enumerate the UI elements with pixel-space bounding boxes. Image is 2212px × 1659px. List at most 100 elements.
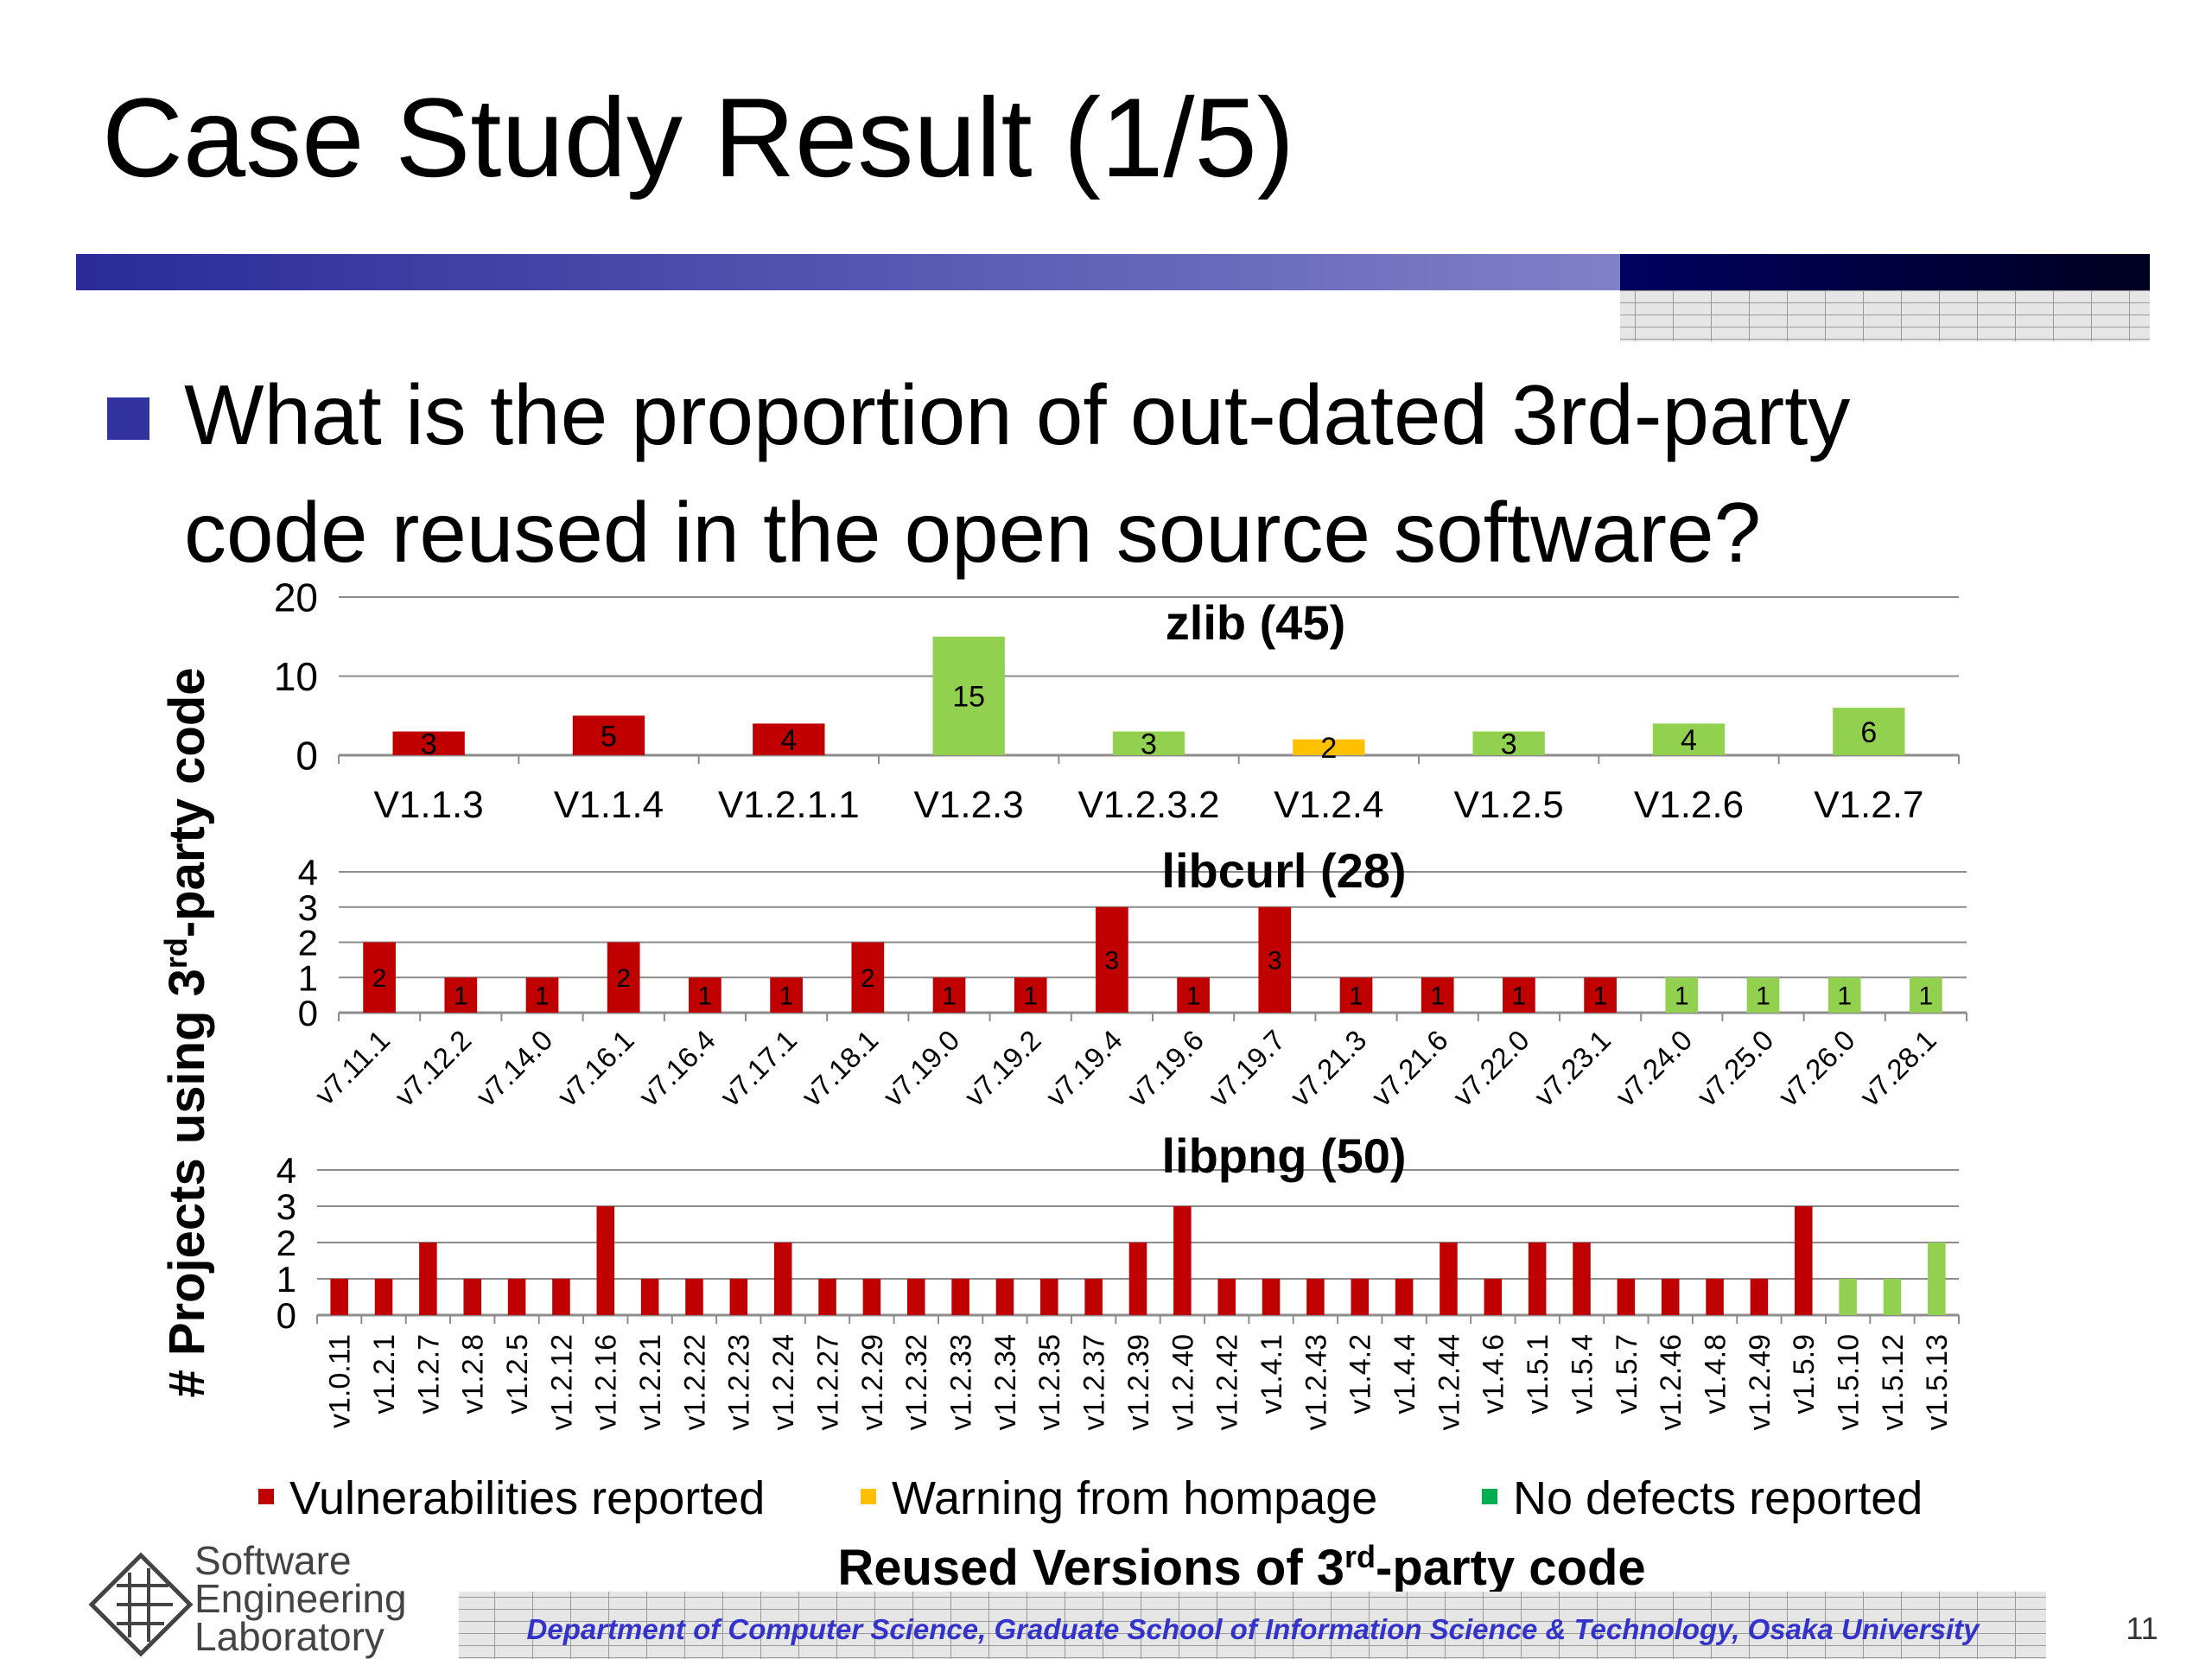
data-label: 1 [1512,982,1527,1010]
bar [1293,739,1365,755]
y-tick-label: 2 [298,923,318,963]
data-label: 6 [1860,716,1877,749]
y-tick-label: 10 [274,654,318,699]
x-tick-label: v1.2.22 [678,1334,711,1431]
x-tick-label: v1.2.5 [501,1334,534,1414]
bar [525,977,559,1013]
x-axis-title-part: Reused Versions of 3 [837,1540,1344,1596]
bullet-text: code reused in the open source software? [184,485,1761,580]
x-tick-label: V1.2.3 [914,784,1024,826]
bar [1128,1243,1147,1315]
data-label: 1 [942,982,957,1010]
bar [507,1279,526,1315]
x-tick-label: V1.2.3.2 [1078,784,1220,826]
x-tick-label: v1.2.29 [856,1334,889,1431]
bar [392,731,465,755]
bar [729,1279,748,1315]
x-tick-label: v7.19.6 [1121,1024,1210,1113]
footer-text: Department of Computer Science, Graduate… [527,1613,1981,1645]
logo-text: Laboratory [194,1614,385,1659]
x-tick-label: v1.5.9 [1788,1334,1821,1414]
x-tick-label: v1.4.4 [1389,1334,1421,1414]
bar [1795,1206,1813,1315]
bar [818,1279,836,1315]
bar [1217,1279,1236,1315]
bar [753,723,825,755]
x-tick-label: V1.2.5 [1454,784,1564,826]
bar [1573,1243,1591,1315]
y-tick-label: 3 [298,887,318,928]
x-tick-label: V1.2.7 [1814,784,1923,826]
legend-swatch [258,1489,274,1504]
bar [463,1279,481,1315]
bar [1617,1279,1636,1315]
chart-title: libpng (50) [1161,1128,1406,1183]
x-tick-label: v7.22.0 [1446,1024,1535,1113]
bar [1258,906,1292,1013]
y-tick-label: 20 [274,575,318,620]
bar [1503,977,1535,1013]
bar [770,977,803,1013]
data-label: 1 [1756,982,1770,1010]
x-tick-label: v7.19.7 [1203,1024,1292,1113]
data-label: 15 [952,681,985,714]
bullet-text: What is the proportion of out-dated 3rd-… [184,367,1850,462]
x-tick-label: v1.5.4 [1566,1334,1599,1414]
y-axis-title: # Projects using 3rd-party code [158,667,216,1397]
x-tick-label: v7.28.1 [1853,1024,1942,1113]
x-tick-label: v1.2.39 [1122,1334,1155,1431]
x-tick-label: v1.2.32 [900,1334,933,1431]
bar [1395,1279,1414,1315]
bar [862,1279,881,1315]
x-tick-label: v1.2.23 [723,1334,756,1431]
x-tick-label: v7.19.0 [877,1024,966,1113]
title-band [76,254,1620,290]
x-tick-label: v1.2.34 [989,1334,1022,1431]
bar [1177,977,1210,1013]
bar [1306,1279,1325,1315]
chart-title: libcurl (28) [1161,843,1406,898]
bar [1096,906,1128,1013]
bar [1351,1279,1370,1315]
bar [851,942,885,1013]
x-tick-label: v1.2.1 [368,1334,401,1414]
bar [1839,1279,1857,1315]
x-tick-label: v1.5.13 [1921,1334,1954,1431]
bar [995,1279,1014,1315]
bar [906,1279,925,1315]
logo-lines [117,1568,173,1642]
bar [363,942,396,1013]
data-label: 1 [1023,982,1038,1010]
bar [1652,723,1726,755]
bar [1084,1279,1103,1315]
data-label: 1 [779,982,794,1010]
data-label: 3 [1268,947,1282,976]
x-tick-label: v7.23.1 [1528,1024,1617,1113]
bar [951,1279,969,1315]
bar [1584,977,1617,1013]
data-label: 3 [1141,728,1157,761]
x-tick-label: v1.4.1 [1255,1334,1288,1414]
data-label: 1 [1186,982,1201,1010]
x-tick-label: v1.2.27 [811,1334,844,1431]
x-tick-label: v7.26.0 [1772,1024,1861,1113]
bar [932,977,966,1013]
x-tick-label: V1.2.4 [1274,784,1383,826]
logo-text: Engineering [194,1576,407,1621]
data-label: 1 [535,982,550,1010]
x-tick-label: v7.11.1 [308,1024,396,1111]
x-tick-label: v1.2.12 [545,1334,578,1431]
bar [607,942,640,1013]
x-tick-label: v1.2.21 [634,1334,667,1431]
legend-label: No defects reported [1513,1472,1923,1524]
bar [1928,1243,1946,1315]
x-tick-label: v7.19.4 [1039,1024,1128,1113]
bar [689,977,721,1013]
bar [1440,1243,1458,1315]
bar [1750,1279,1769,1315]
data-label: 2 [1320,732,1337,765]
x-tick-label: v7.16.1 [551,1024,640,1113]
chart-title: zlib (45) [1166,595,1345,650]
data-label: 1 [454,982,468,1010]
